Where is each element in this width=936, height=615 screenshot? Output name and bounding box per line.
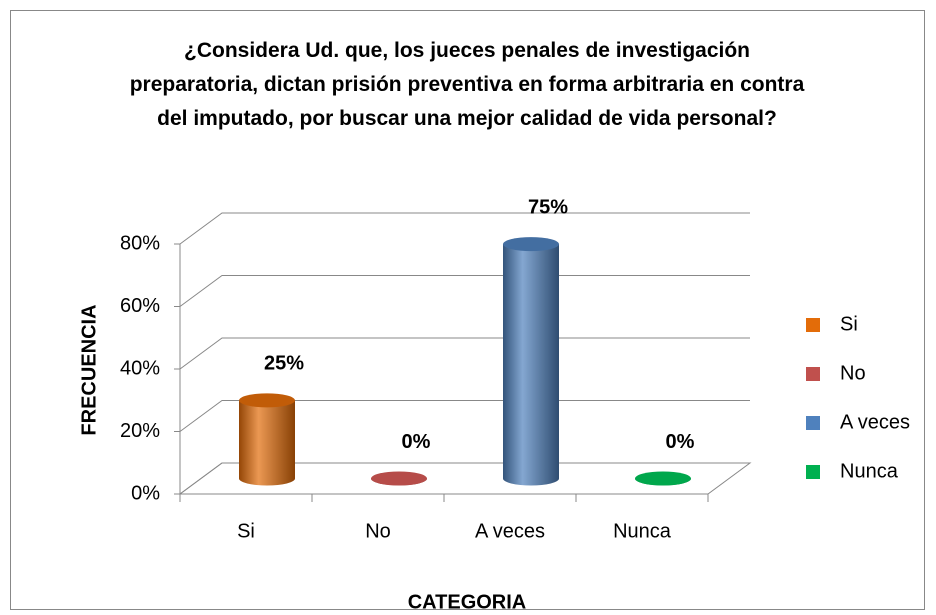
- grid-line: [179, 400, 750, 432]
- bar-top: [371, 471, 427, 486]
- x-tick-label: A veces: [475, 520, 545, 542]
- chart-title: ¿Considera Ud. que, los jueces penales d…: [129, 39, 805, 130]
- data-label: 25%: [264, 353, 304, 375]
- x-tick-label: No: [365, 520, 391, 542]
- y-tick-label: 40%: [120, 357, 160, 379]
- legend-label: A veces: [840, 411, 910, 433]
- bar-top: [503, 237, 559, 252]
- data-label: 0%: [666, 431, 695, 453]
- x-axis-label: CATEGORIA: [408, 591, 527, 613]
- legend-swatch: [806, 465, 820, 479]
- y-axis-label: FRECUENCIA: [78, 304, 100, 435]
- y-tick-label: 80%: [120, 232, 160, 254]
- grid-line: [179, 337, 750, 370]
- chart-border: [10, 10, 925, 610]
- grid-line: [179, 462, 750, 495]
- legend-swatch: [806, 318, 820, 332]
- bar: [239, 400, 295, 486]
- x-tick-label: Nunca: [613, 520, 672, 542]
- legend-swatch: [806, 367, 820, 381]
- data-label: 0%: [402, 431, 431, 453]
- legend-label: No: [840, 362, 866, 384]
- y-tick-label: 60%: [120, 295, 160, 317]
- grid-line: [179, 212, 750, 245]
- legend-swatch: [806, 416, 820, 430]
- bar: [503, 244, 559, 486]
- legend-label: Si: [840, 313, 858, 335]
- bar-top: [635, 471, 691, 486]
- y-tick-label: 0%: [131, 482, 160, 504]
- grid-line: [179, 275, 750, 307]
- bar-top: [239, 393, 295, 408]
- y-tick-label: 20%: [120, 420, 160, 442]
- x-tick-label: Si: [237, 520, 255, 542]
- legend-label: Nunca: [840, 460, 899, 482]
- data-label: 75%: [528, 196, 568, 218]
